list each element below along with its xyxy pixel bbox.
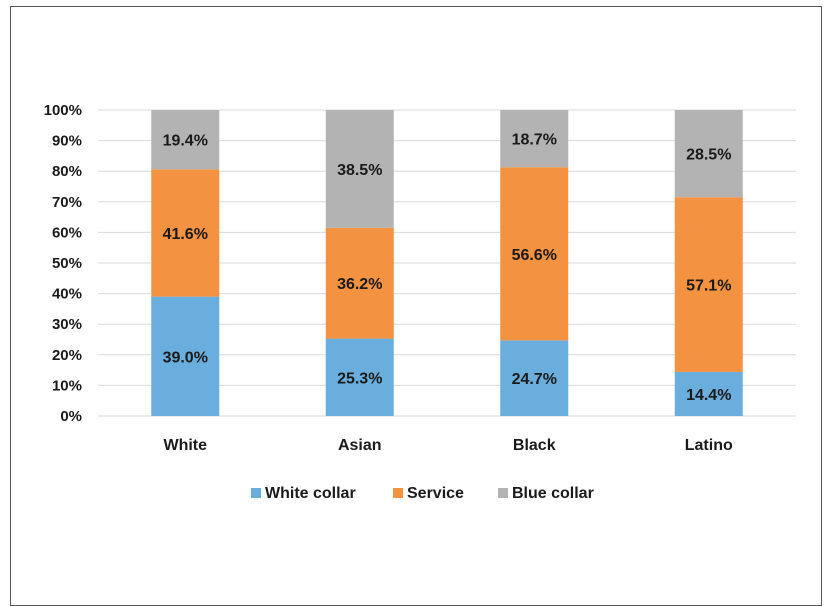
bar-segment-white-blue-collar [151, 110, 220, 170]
x-tick-label: White [163, 437, 207, 454]
bar-segment-black-service [500, 167, 569, 341]
data-label: 28.5% [686, 147, 731, 164]
y-tick-label: 50% [52, 255, 82, 272]
bar-segment-black-white-collar [500, 340, 569, 416]
data-label: 41.6% [163, 226, 208, 243]
data-label: 36.2% [337, 276, 382, 293]
bar-segment-white-service [151, 169, 220, 297]
bar-segment-asian-service [325, 227, 394, 339]
bar-segment-white-white-collar [151, 296, 220, 416]
bar-segment-asian-white-collar [325, 338, 394, 416]
y-tick-label: 60% [52, 224, 82, 241]
data-label: 38.5% [337, 162, 382, 179]
x-tick-label: Latino [685, 437, 733, 454]
y-tick-label: 20% [52, 347, 82, 364]
legend-swatch-blue-collar [498, 488, 508, 498]
y-tick-label: 40% [52, 286, 82, 303]
stacked-bar-chart: 0% 10% 20% 30% 40% 50% 60% 70% 80% 90% 100% 39.0% 41… [44, 102, 796, 502]
data-label: 18.7% [512, 132, 557, 149]
legend-label: Service [407, 485, 464, 502]
legend-swatch-white-collar [251, 488, 261, 498]
data-label: 56.6% [512, 247, 557, 264]
legend-label: White collar [265, 485, 356, 502]
legend-label: Blue collar [512, 485, 594, 502]
data-label: 25.3% [337, 370, 382, 387]
y-tick-label: 100% [44, 102, 82, 119]
y-tick-label: 80% [52, 163, 82, 180]
x-tick-label: Asian [338, 437, 382, 454]
legend-swatch-service [393, 488, 403, 498]
y-tick-label: 10% [52, 377, 82, 394]
data-label: 24.7% [512, 371, 557, 388]
data-label: 39.0% [163, 349, 208, 366]
data-label: 57.1% [686, 278, 731, 295]
bar-segment-latino-service [674, 197, 743, 372]
bar-segment-asian-blue-collar [325, 110, 394, 228]
y-tick-label: 0% [60, 408, 82, 425]
bar-segment-black-blue-collar [500, 110, 569, 168]
y-tick-label: 90% [52, 133, 82, 150]
x-tick-label: Black [513, 437, 556, 454]
data-label: 19.4% [163, 133, 208, 150]
data-label: 14.4% [686, 387, 731, 404]
y-tick-label: 70% [52, 194, 82, 211]
bar-segment-latino-blue-collar [674, 110, 743, 198]
bar-segment-latino-white-collar [674, 371, 743, 416]
y-tick-label: 30% [52, 316, 82, 333]
